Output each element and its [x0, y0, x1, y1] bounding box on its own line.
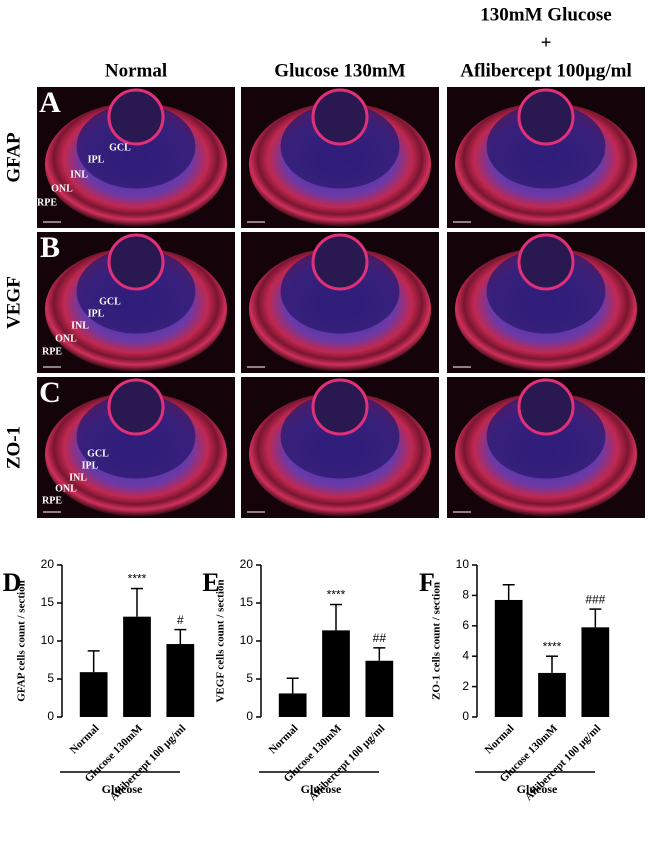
layer-label: ONL	[55, 333, 77, 344]
y-tick-label: 20	[240, 557, 254, 571]
panel-letter: C	[39, 376, 61, 409]
column-header: Glucose 130mM	[274, 60, 405, 81]
retina-inner	[76, 248, 196, 334]
y-tick-label: 15	[240, 595, 254, 609]
significance: ****	[128, 572, 147, 586]
lens	[517, 378, 575, 436]
bar	[166, 644, 195, 717]
lens	[517, 233, 575, 291]
bar	[278, 693, 307, 717]
row-label: VEGF	[3, 276, 24, 329]
panel-letter: F	[419, 568, 435, 597]
bar	[581, 627, 610, 717]
layer-label: ONL	[55, 483, 77, 494]
bar	[494, 599, 523, 717]
layer-label: RPE	[37, 197, 57, 208]
layer-label: IPL	[88, 308, 105, 319]
column-header: 130mM Glucose	[480, 4, 611, 25]
layer-label: GCL	[87, 448, 109, 459]
y-tick-label: 0	[462, 709, 469, 723]
lens	[311, 88, 369, 146]
layer-label: RPE	[42, 495, 62, 506]
y-tick-label: 8	[462, 588, 469, 602]
panel-letter: D	[3, 568, 22, 597]
lens	[517, 88, 575, 146]
column-header: +	[541, 32, 552, 53]
y-tick-label: 15	[41, 595, 55, 609]
y-tick-label: 6	[462, 618, 469, 632]
layer-label: IPL	[88, 154, 105, 165]
group-label: Glucose	[102, 782, 143, 796]
y-tick-label: 10	[456, 557, 470, 571]
row-label: GFAP	[3, 132, 24, 183]
retina-inner	[76, 393, 196, 479]
lens	[107, 233, 165, 291]
x-tick-label: Normal	[483, 722, 517, 756]
y-axis-label: ZO-1 cells count / section	[431, 582, 443, 700]
significance: ****	[543, 639, 562, 653]
retina-inner	[486, 248, 606, 334]
y-tick-label: 0	[246, 709, 253, 723]
column-header: Normal	[105, 60, 167, 81]
y-tick-label: 5	[47, 671, 54, 685]
layer-label: IPL	[82, 460, 99, 471]
retina-inner	[76, 103, 196, 189]
row-label: ZO-1	[3, 426, 24, 469]
lens	[311, 233, 369, 291]
y-axis-label: VEGF cells count / section	[215, 579, 227, 702]
y-tick-label: 0	[47, 709, 54, 723]
layer-label: INL	[70, 169, 88, 180]
panel-letter: E	[202, 568, 219, 597]
column-header: Aflibercept 100µg/ml	[460, 60, 632, 81]
significance: #	[177, 613, 184, 627]
retina-inner	[486, 103, 606, 189]
y-tick-label: 20	[41, 557, 55, 571]
x-tick-label: Normal	[267, 722, 301, 756]
x-tick-label: Normal	[68, 722, 102, 756]
y-tick-label: 4	[462, 648, 469, 662]
layer-label: GCL	[99, 296, 121, 307]
lens	[107, 88, 165, 146]
retina-inner	[280, 103, 400, 189]
retina-inner	[280, 248, 400, 334]
retina-inner	[280, 393, 400, 479]
lens	[107, 378, 165, 436]
significance: ****	[327, 588, 346, 602]
layer-label: ONL	[51, 183, 73, 194]
layer-label: RPE	[42, 346, 62, 357]
significance: ##	[373, 631, 387, 645]
bar	[123, 616, 151, 717]
group-label: Glucose	[301, 782, 342, 796]
lens	[311, 378, 369, 436]
significance: ###	[585, 592, 605, 606]
retina-inner	[486, 393, 606, 479]
bar	[538, 672, 566, 717]
layer-label: INL	[71, 320, 89, 331]
layer-label: INL	[69, 472, 87, 483]
layer-label: GCL	[109, 142, 131, 153]
y-tick-label: 5	[246, 671, 253, 685]
y-tick-label: 10	[240, 633, 254, 647]
bar	[322, 630, 350, 717]
y-tick-label: 10	[41, 633, 55, 647]
panel-letter: B	[40, 231, 60, 264]
y-tick-label: 2	[462, 679, 469, 693]
bar	[79, 672, 108, 717]
y-axis-label: GFAP cells count / section	[16, 580, 28, 701]
group-label: Glucose	[517, 782, 558, 796]
bar	[365, 660, 394, 717]
panel-letter: A	[39, 86, 61, 119]
